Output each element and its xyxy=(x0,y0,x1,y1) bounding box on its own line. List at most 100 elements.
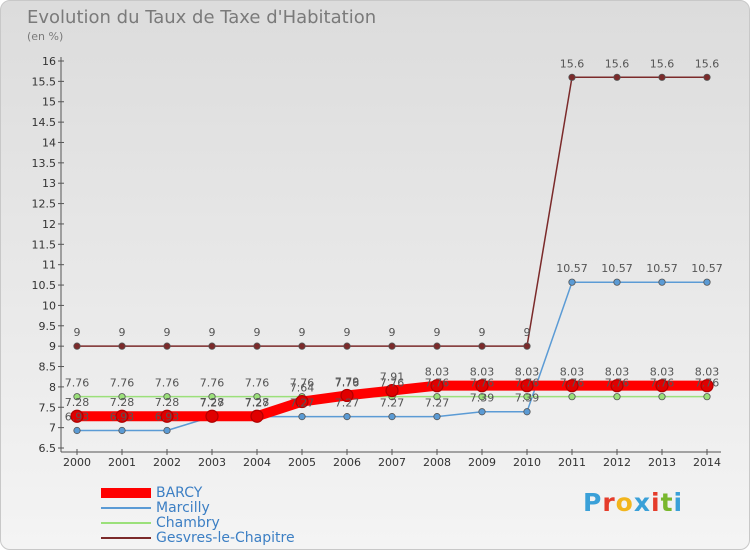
data-point xyxy=(478,393,486,401)
data-label: 7.76 xyxy=(560,377,585,390)
data-label: 9 xyxy=(119,326,126,339)
x-tick-label: 2013 xyxy=(648,456,676,469)
y-tick-label: 12.5 xyxy=(32,198,57,211)
x-tick-label: 2000 xyxy=(63,456,91,469)
data-label: 10.57 xyxy=(691,262,723,275)
data-label: 7.76 xyxy=(515,377,540,390)
y-tick-label: 14 xyxy=(42,136,56,149)
data-label: 8.03 xyxy=(470,366,495,379)
data-label: 7.76 xyxy=(470,377,495,390)
data-label: 15.6 xyxy=(650,57,675,70)
series-gesvres-le-chapitre xyxy=(73,73,711,350)
data-point xyxy=(478,342,486,350)
data-point xyxy=(568,278,576,286)
y-tick-label: 11.5 xyxy=(32,238,57,251)
data-label: 7.76 xyxy=(110,377,135,390)
data-label: 9 xyxy=(434,326,441,339)
y-tick-label: 14.5 xyxy=(32,116,57,129)
logo-letter: i xyxy=(651,488,661,517)
legend-swatch xyxy=(101,522,151,524)
x-tick-label: 2007 xyxy=(378,456,406,469)
data-point xyxy=(610,379,624,393)
data-point xyxy=(703,73,711,81)
data-label: 7.76 xyxy=(335,377,360,390)
data-label: 7.76 xyxy=(290,377,315,390)
data-label: 8.03 xyxy=(425,366,450,379)
data-point xyxy=(70,409,84,423)
data-label: 7.28 xyxy=(200,396,225,409)
data-label: 7.76 xyxy=(605,377,630,390)
y-tick-label: 15.5 xyxy=(32,75,57,88)
series-layer xyxy=(70,73,714,435)
legend-swatch xyxy=(101,537,151,539)
data-point xyxy=(73,342,81,350)
data-point xyxy=(430,379,444,393)
data-point xyxy=(250,409,264,423)
data-point xyxy=(523,342,531,350)
y-tick-label: 15 xyxy=(42,96,56,109)
y-tick-label: 7 xyxy=(49,422,56,435)
data-label: 7.76 xyxy=(380,377,405,390)
chart-unit-label: (en %) xyxy=(27,30,64,43)
data-label: 9 xyxy=(299,326,306,339)
data-point xyxy=(523,408,531,416)
data-point xyxy=(343,413,351,421)
x-tick-label: 2004 xyxy=(243,456,271,469)
x-tick-label: 2006 xyxy=(333,456,361,469)
data-point xyxy=(73,426,81,435)
legend-swatch xyxy=(101,488,151,498)
data-label: 8.03 xyxy=(605,366,630,379)
proxiti-logo: Proxiti xyxy=(583,488,683,517)
x-tick-label: 2012 xyxy=(603,456,631,469)
data-point xyxy=(523,393,531,401)
data-point xyxy=(163,342,171,350)
x-tick-label: 2011 xyxy=(558,456,586,469)
data-point xyxy=(613,278,621,286)
y-tick-label: 8 xyxy=(49,381,56,394)
logo-letter: P xyxy=(583,488,603,517)
series-marcilly xyxy=(73,278,711,435)
x-tick-label: 2003 xyxy=(198,456,226,469)
data-point xyxy=(520,379,534,393)
data-point xyxy=(118,393,126,401)
data-point xyxy=(118,426,126,435)
data-point xyxy=(568,393,576,401)
data-point xyxy=(433,393,441,401)
x-tick-label: 2014 xyxy=(693,456,721,469)
data-label: 6.93 xyxy=(110,410,135,423)
series-barcy xyxy=(70,379,714,423)
data-label: 9 xyxy=(524,326,531,339)
data-label: 9 xyxy=(389,326,396,339)
data-point xyxy=(703,393,711,401)
legend-label: BARCY xyxy=(156,485,203,501)
data-point xyxy=(295,394,309,409)
data-point xyxy=(340,388,354,403)
data-label: 7.28 xyxy=(65,396,90,409)
data-point xyxy=(478,408,486,416)
data-label: 7.27 xyxy=(380,397,405,410)
data-point xyxy=(205,409,219,423)
data-label: 7.76 xyxy=(245,377,270,390)
y-tick-label: 9 xyxy=(49,340,56,353)
data-point xyxy=(433,413,441,421)
data-label: 7.76 xyxy=(695,377,720,390)
data-label: 10.57 xyxy=(646,262,678,275)
data-label: 7.39 xyxy=(470,392,495,405)
logo-letter: r xyxy=(602,488,616,517)
data-labels-layer: 9 9 9 9 9 9 9 9 9 9 915.6 15.6 15.6 15.66.93 6.93 6.937… xyxy=(65,57,723,423)
x-tick-label: 2005 xyxy=(288,456,316,469)
data-label: 7.64 xyxy=(290,382,315,395)
data-point xyxy=(658,393,666,401)
data-label: 7.76 xyxy=(200,377,225,390)
data-label: 7.91 xyxy=(380,371,405,384)
data-point xyxy=(388,413,396,421)
data-label: 7.76 xyxy=(425,377,450,390)
y-tick-label: 10 xyxy=(42,299,56,312)
logo-letter: t xyxy=(660,488,674,517)
data-label: 8.03 xyxy=(515,366,540,379)
data-label: 10.57 xyxy=(601,262,633,275)
legend-swatch xyxy=(101,507,151,509)
y-tick-label: 12 xyxy=(42,218,56,231)
logo-letter: i xyxy=(673,488,684,517)
